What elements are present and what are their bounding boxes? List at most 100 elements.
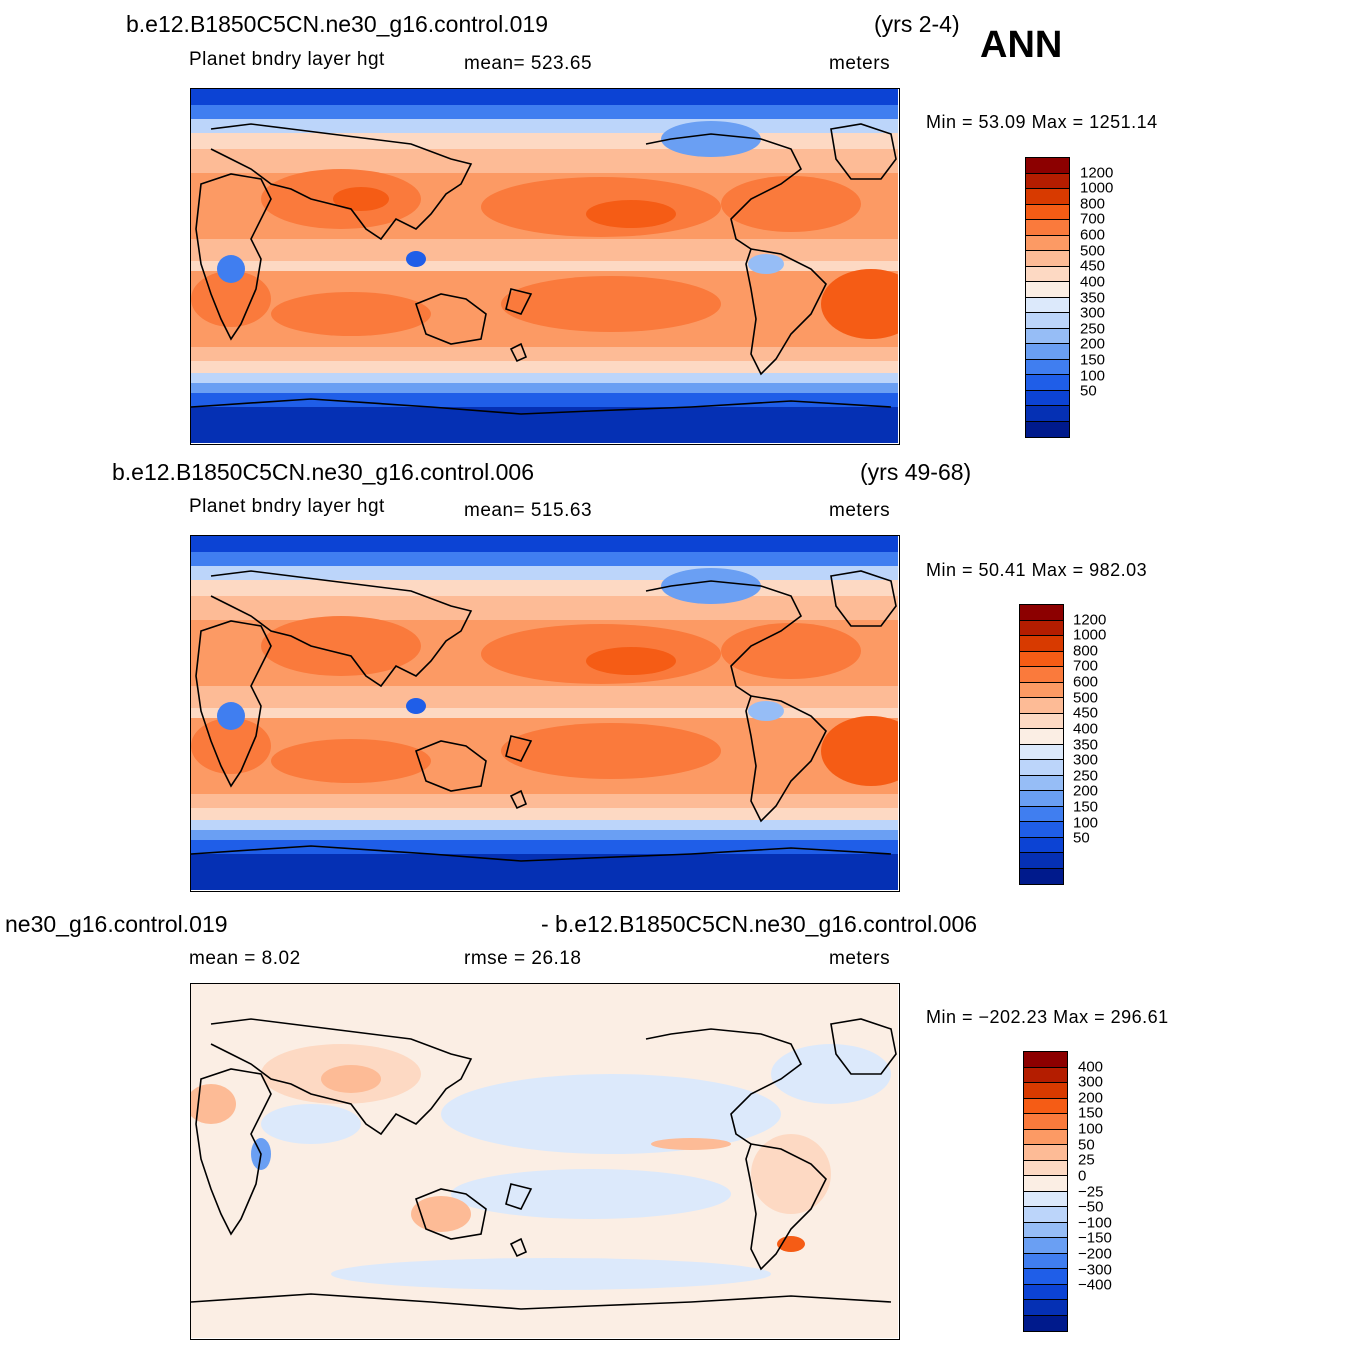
colorbar-tick-label: 100 [1080, 367, 1106, 385]
panel2-mean: mean= 515.63 [464, 500, 593, 521]
colorbar-tick-label: 500 [1080, 242, 1106, 260]
colorbar-swatch [1026, 235, 1069, 251]
colorbar-swatch [1026, 328, 1069, 344]
panel1-map [190, 88, 900, 445]
panel2-map [190, 535, 900, 892]
colorbar-swatch [1024, 1160, 1067, 1176]
colorbar-swatch [1020, 620, 1063, 636]
colorbar-tick-label: 800 [1080, 195, 1106, 213]
panel1-colorbar-labels: 1200 1000 800 700 600 500 450 400 350 300 250 200 15… [1080, 157, 1140, 438]
colorbar-swatch [1024, 1098, 1067, 1114]
colorbar-swatch [1026, 359, 1069, 375]
colorbar-swatch [1026, 375, 1069, 391]
colorbar-tick-label: 400 [1080, 273, 1106, 291]
colorbar-swatch [1026, 406, 1069, 422]
colorbar-tick-label: 100 [1073, 814, 1099, 832]
colorbar-tick-label: 300 [1078, 1073, 1104, 1091]
colorbar-swatch [1026, 390, 1069, 406]
colorbar-swatch [1020, 837, 1063, 853]
colorbar-tick-label: 450 [1080, 257, 1106, 275]
colorbar-tick-label: 350 [1073, 736, 1099, 753]
colorbar-tick-label: 50 [1078, 1136, 1095, 1154]
colorbar-swatch [1024, 1222, 1067, 1238]
colorbar-swatch [1020, 822, 1063, 838]
colorbar-swatch [1024, 1114, 1067, 1130]
colorbar-swatch [1020, 853, 1063, 869]
colorbar-tick-label: −400 [1078, 1276, 1112, 1294]
panel2-min-max: Min = 50.41 Max = 982.03 [926, 560, 1148, 580]
colorbar-swatch [1020, 760, 1063, 776]
colorbar-tick-label: 600 [1073, 673, 1099, 691]
colorbar-tick-label: 500 [1073, 689, 1099, 707]
colorbar-tick-label: 100 [1078, 1120, 1104, 1138]
colorbar-swatch [1026, 173, 1069, 189]
colorbar-tick-label: 250 [1080, 320, 1106, 338]
colorbar-tick-label: 200 [1078, 1089, 1104, 1107]
colorbar-tick-label: −150 [1078, 1229, 1112, 1247]
colorbar-swatch [1026, 282, 1069, 298]
colorbar-tick-label: 150 [1080, 351, 1106, 369]
colorbar-swatch [1020, 667, 1063, 683]
colorbar-tick-label: 700 [1080, 210, 1106, 228]
colorbar-tick-label: 1000 [1073, 626, 1107, 644]
colorbar-swatch [1020, 868, 1063, 884]
panel3-colorbar [1023, 1051, 1068, 1332]
colorbar-tick-label: 250 [1073, 767, 1099, 785]
season-label: ANN [980, 24, 1063, 66]
colorbar-swatch [1024, 1067, 1067, 1083]
colorbar-swatch [1020, 791, 1063, 807]
panel2-years: (yrs 49-68) [860, 459, 972, 485]
colorbar-swatch [1024, 1129, 1067, 1145]
colorbar-swatch [1024, 1315, 1067, 1331]
colorbar-tick-label: −300 [1078, 1261, 1112, 1279]
colorbar-swatch [1026, 421, 1069, 437]
panel1-map-graphic [191, 89, 898, 443]
colorbar-swatch [1020, 698, 1063, 714]
colorbar-swatch [1026, 266, 1069, 282]
colorbar-tick-label: 1000 [1080, 179, 1114, 197]
panel3-rmse: rmse = 26.18 [464, 948, 582, 969]
colorbar-swatch [1020, 713, 1063, 729]
panel3-case-left: ne30_g16.control.019 [5, 911, 228, 937]
colorbar-tick-label: 700 [1073, 657, 1099, 675]
colorbar-tick-label: 50 [1073, 829, 1090, 847]
colorbar-swatch [1020, 744, 1063, 760]
panel1-case-title: b.e12.B1850C5CN.ne30_g16.control.019 [126, 11, 548, 37]
colorbar-swatch [1020, 636, 1063, 652]
panel1-colorbar [1025, 157, 1070, 438]
colorbar-tick-label: 350 [1080, 289, 1106, 306]
colorbar-swatch [1024, 1253, 1067, 1269]
colorbar-swatch [1024, 1176, 1067, 1192]
colorbar-tick-label: 200 [1073, 782, 1099, 800]
colorbar-swatch [1026, 313, 1069, 329]
colorbar-tick-label: −25 [1078, 1183, 1104, 1200]
colorbar-tick-label: −200 [1078, 1245, 1112, 1263]
colorbar-swatch [1026, 204, 1069, 220]
colorbar-swatch [1024, 1238, 1067, 1254]
colorbar-swatch [1026, 251, 1069, 267]
colorbar-tick-label: 450 [1073, 704, 1099, 722]
panel2-units: meters [829, 500, 891, 521]
colorbar-tick-label: 600 [1080, 226, 1106, 244]
colorbar-swatch [1026, 220, 1069, 236]
colorbar-swatch [1020, 729, 1063, 745]
panel1-variable-name: Planet bndry layer hgt [189, 49, 385, 70]
colorbar-swatch [1024, 1052, 1067, 1068]
colorbar-tick-label: 400 [1073, 720, 1099, 738]
colorbar-tick-label: −50 [1078, 1198, 1104, 1216]
panel3-units: meters [829, 948, 891, 969]
colorbar-tick-label: 50 [1080, 382, 1097, 400]
colorbar-tick-label: 1200 [1073, 611, 1107, 629]
colorbar-tick-label: −100 [1078, 1214, 1112, 1232]
colorbar-swatch [1024, 1083, 1067, 1099]
colorbar-tick-label: 300 [1080, 304, 1106, 322]
colorbar-swatch [1026, 297, 1069, 313]
panel3-map-graphic [191, 984, 898, 1338]
panel2-colorbar-labels: 1200 1000 800 700 600 500 450 400 350 300 250 200 15… [1073, 604, 1133, 885]
colorbar-swatch [1024, 1207, 1067, 1223]
colorbar-swatch [1020, 605, 1063, 621]
colorbar-tick-label: 1200 [1080, 164, 1114, 182]
colorbar-swatch [1024, 1145, 1067, 1161]
colorbar-tick-label: 400 [1078, 1058, 1104, 1076]
panel1-years: (yrs 2-4) [874, 11, 960, 37]
